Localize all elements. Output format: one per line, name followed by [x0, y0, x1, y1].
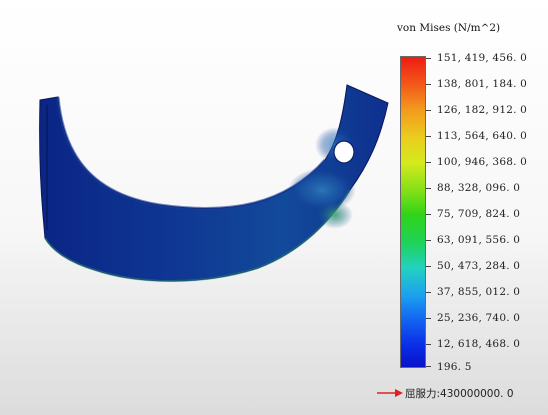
blade-inner-rim: [56, 96, 327, 211]
legend-tick: [426, 266, 431, 267]
legend-label: 138, 801, 184. 0: [437, 78, 528, 90]
legend-label: 126, 182, 912. 0: [437, 104, 528, 116]
yield-arrow-icon: [377, 389, 403, 397]
legend-tick: [426, 110, 431, 111]
legend-label: 25, 236, 740. 0: [437, 312, 521, 324]
legend-label-min: 196. 5: [437, 361, 472, 373]
legend-tick: [426, 240, 431, 241]
legend-label: 12, 618, 468. 0: [437, 338, 521, 350]
legend-label: 75, 709, 824. 0: [437, 208, 521, 220]
stress-zone-bend: [288, 168, 356, 212]
legend-color-bar: [400, 56, 426, 368]
mounting-hole: [333, 140, 355, 164]
legend-label: 63, 091, 556. 0: [437, 234, 521, 246]
legend-tick: [426, 84, 431, 85]
legend-tick: [426, 188, 431, 189]
legend-tick: [426, 366, 431, 367]
legend-tick: [426, 318, 431, 319]
legend-title: von Mises (N/m^2): [397, 22, 501, 34]
legend-tick: [426, 162, 431, 163]
legend-tick: [426, 136, 431, 137]
legend-tick: [426, 58, 431, 59]
legend-label: 37, 855, 012. 0: [437, 286, 521, 298]
legend-label: 50, 473, 284. 0: [437, 260, 521, 272]
legend-label: 113, 564, 640. 0: [437, 130, 528, 142]
legend-tick: [426, 344, 431, 345]
yield-strength-label: 屈服力:430000000. 0: [405, 388, 514, 400]
legend-label-max: 151, 419, 456. 0: [437, 52, 528, 64]
legend-label: 100, 946, 368. 0: [437, 156, 528, 168]
legend-tick: [426, 214, 431, 215]
legend-tick: [426, 292, 431, 293]
blade-lower-edge: [44, 189, 351, 282]
legend-label: 88, 328, 096. 0: [437, 182, 521, 194]
